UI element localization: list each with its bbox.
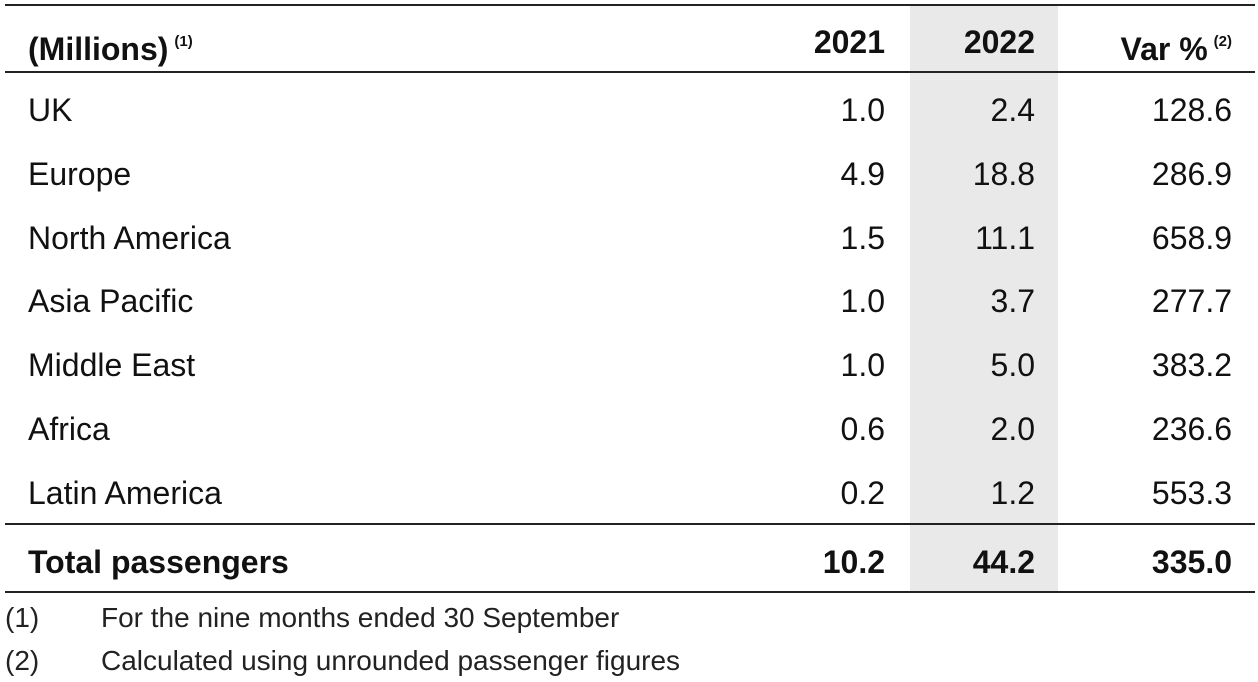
row-label: North America: [28, 219, 231, 256]
total-cell: 335.0: [1151, 544, 1232, 580]
header-text: (Millions): [28, 31, 169, 67]
rule: [5, 4, 1255, 6]
row-label: Asia Pacific: [28, 283, 194, 320]
table-cell: 2.4: [990, 92, 1035, 128]
footnote-marker: (2): [5, 645, 40, 676]
table-cell: 658.9: [1151, 219, 1232, 256]
total-cell: 10.2: [822, 544, 885, 580]
table-cell: 1.2: [990, 474, 1035, 511]
table-cell: 18.8: [972, 155, 1035, 192]
table-cell: 2.0: [990, 411, 1035, 447]
table-cell: 236.6: [1151, 411, 1232, 447]
footnote-text: For the nine months ended 30 September: [101, 602, 620, 633]
table-cell: 1.0: [840, 347, 885, 384]
row-label: Europe: [28, 155, 132, 192]
table-cell: 3.7: [990, 283, 1035, 320]
footnote-ref: (1): [174, 33, 193, 50]
total-cell: 44.2: [972, 544, 1035, 580]
footnote-text: Calculated using unrounded passenger fig…: [101, 645, 681, 676]
row-label: Latin America: [28, 474, 222, 511]
rule: [5, 71, 1255, 73]
table-cell: 4.9: [840, 155, 885, 192]
rule: [5, 591, 1255, 593]
column-shade: [910, 5, 1058, 592]
footnote-ref: (2): [1213, 33, 1232, 50]
table-cell: 0.2: [840, 474, 885, 511]
rule: [5, 523, 1255, 525]
header-cell: 2022: [963, 24, 1035, 60]
row-label: UK: [28, 92, 73, 128]
header-cell: Var % (2): [1032, 22, 1232, 67]
table-cell: 277.7: [1151, 283, 1232, 320]
table-cell: 0.6: [840, 411, 885, 447]
footnote-marker: (1): [5, 602, 40, 633]
table-cell: 286.9: [1151, 155, 1232, 192]
table-cell: 11.1: [975, 219, 1035, 256]
row-label: Africa: [28, 411, 110, 447]
total-label: Total passengers: [28, 544, 289, 580]
table-cell: 1.5: [840, 219, 885, 256]
header-cell: 2021: [813, 24, 885, 60]
header-text: Var %: [1120, 31, 1208, 67]
table-cell: 1.0: [840, 283, 885, 320]
table-cell: 5.0: [990, 347, 1035, 384]
table-cell: 383.2: [1151, 347, 1232, 384]
table-cell: 1.0: [840, 92, 885, 128]
row-label: Middle East: [28, 347, 196, 384]
header-label: (Millions) (1): [28, 22, 193, 67]
table-cell: 553.3: [1151, 474, 1232, 511]
table-cell: 128.6: [1151, 92, 1232, 128]
